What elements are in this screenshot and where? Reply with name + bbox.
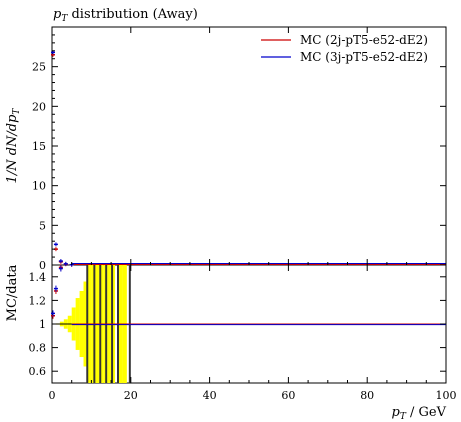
y-tick-label-ratio: 0.8 xyxy=(29,342,47,355)
legend-label-2: MC (3j-pT5-e52-dE2) xyxy=(300,50,428,64)
y-tick-label-top: 20 xyxy=(32,100,46,113)
y-tick-label-top: 25 xyxy=(32,61,46,74)
y-tick-label-ratio: 0.6 xyxy=(29,365,47,378)
y-tick-label-ratio: 1.2 xyxy=(29,294,47,307)
x-tick-label: 100 xyxy=(436,389,457,402)
y-axis-label-ratio: MC/data xyxy=(5,264,20,321)
x-axis-label: pT / GeV xyxy=(392,405,447,422)
x-tick-label: 80 xyxy=(360,389,374,402)
x-tick-label: 40 xyxy=(203,389,217,402)
x-tick-label: 0 xyxy=(49,389,56,402)
y-tick-label-top: 5 xyxy=(39,219,46,232)
legend-label-1: MC (2j-pT5-e52-dE2) xyxy=(300,33,428,47)
y-tick-label-top: 10 xyxy=(32,180,46,193)
y-tick-label-top: 0 xyxy=(39,259,46,272)
x-tick-label: 20 xyxy=(124,389,138,402)
chart-title: pT distribution (Away) xyxy=(53,7,198,24)
y-tick-label-top: 15 xyxy=(32,140,46,153)
y-tick-label-ratio: 1 xyxy=(39,318,46,331)
y-axis-label-top: 1/N dN/dpT xyxy=(5,108,22,184)
x-tick-label: 60 xyxy=(281,389,295,402)
y-tick-label-ratio: 1.4 xyxy=(29,271,47,284)
